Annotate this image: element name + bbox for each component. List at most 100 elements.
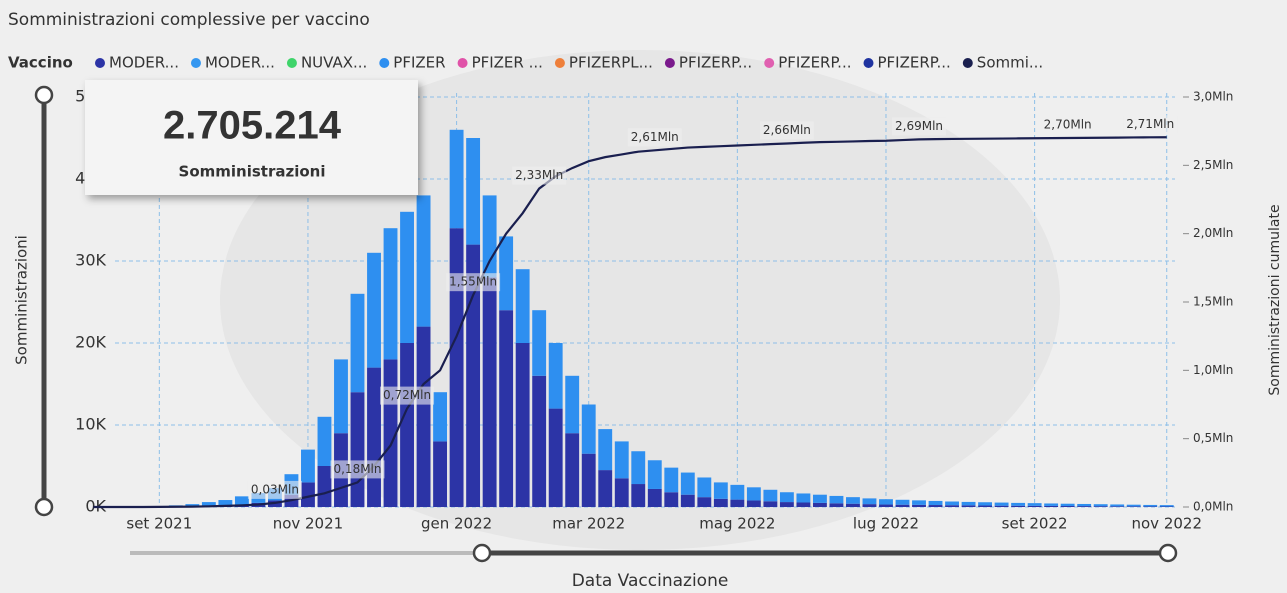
bar — [400, 211, 414, 343]
bar — [812, 494, 827, 503]
legend: MODER... MODER... NUVAX... PFIZER PFIZER ...… — [95, 54, 1043, 72]
bar — [565, 433, 580, 507]
bar — [961, 501, 976, 506]
line — [93, 136, 1167, 509]
horizontal-slider[interactable] — [130, 543, 1178, 563]
y2-axis-label: Somministrazioni cumulate — [1267, 204, 1283, 395]
bar — [598, 429, 613, 471]
legend-label: NUVAX... — [301, 54, 367, 72]
bar — [581, 404, 596, 454]
bar — [912, 500, 926, 505]
bar — [846, 497, 860, 504]
x-tick-label: gen 2022 — [421, 515, 492, 533]
y2-tick-label: 2,0Mln — [1193, 226, 1233, 240]
bar — [895, 504, 910, 507]
slider-handle[interactable] — [472, 543, 492, 563]
bar — [1027, 505, 1042, 507]
x-tick-label: mag 2022 — [699, 515, 775, 533]
bar — [846, 503, 860, 507]
y2-tick-label: 0,0Mln — [1193, 500, 1233, 514]
bar — [499, 236, 514, 311]
bar — [945, 501, 959, 506]
y-tick-label: 10K — [75, 415, 106, 434]
legend-marker — [286, 58, 297, 68]
kpi-value: 2.705.214 — [163, 104, 342, 148]
legend-label: PFIZER ... — [472, 54, 543, 72]
legend-marker — [863, 58, 874, 68]
bar — [317, 466, 332, 507]
bar — [350, 293, 365, 393]
bar — [895, 499, 910, 505]
bar — [862, 504, 877, 507]
bar — [1060, 503, 1075, 507]
bar — [945, 505, 959, 507]
bar — [746, 487, 761, 501]
x-tick-label: set 2021 — [126, 515, 192, 533]
bar — [449, 129, 464, 229]
kpi-card: 2.705.214 Somministrazioni — [85, 80, 418, 195]
y-tick-label: 20K — [75, 333, 106, 352]
bar — [1110, 506, 1125, 507]
bar — [433, 441, 448, 507]
bar — [614, 441, 629, 479]
kpi-box — [85, 80, 418, 195]
legend-label: MODER... — [205, 54, 275, 72]
bar — [994, 502, 1009, 506]
bar — [1011, 502, 1026, 506]
data-label-background — [1123, 115, 1178, 134]
x-tick-label: nov 2021 — [273, 515, 344, 533]
bar — [631, 451, 646, 485]
legend-marker — [554, 58, 565, 68]
slider-handle[interactable] — [34, 85, 54, 105]
bar — [466, 244, 481, 507]
bar — [779, 502, 794, 507]
bar — [697, 477, 712, 498]
legend-label: PFIZERP... — [878, 54, 951, 72]
bar — [862, 498, 877, 505]
bar — [548, 408, 563, 507]
slider-handle[interactable] — [1158, 543, 1178, 563]
legend-title: Vaccino — [8, 54, 73, 72]
bar — [334, 359, 348, 434]
bar — [367, 252, 381, 368]
bar — [218, 500, 233, 506]
bar — [234, 496, 249, 505]
bar — [499, 310, 514, 507]
data-label: 0,18Mln — [333, 462, 381, 476]
bar — [482, 195, 497, 278]
vertical-slider[interactable] — [34, 85, 54, 517]
y2-tick-label: 1,5Mln — [1193, 295, 1233, 309]
data-label-background — [892, 117, 947, 136]
bar — [796, 502, 811, 507]
legend-marker — [95, 58, 105, 68]
data-label: 2,69Mln — [895, 119, 943, 133]
slider-handle[interactable] — [34, 497, 54, 517]
bar — [416, 326, 431, 507]
bar — [763, 489, 778, 502]
bar — [779, 492, 794, 503]
bar — [1077, 506, 1092, 507]
bar — [598, 470, 613, 507]
data-label-background — [380, 386, 435, 405]
bar — [532, 310, 547, 376]
data-label: 1,55Mln — [449, 275, 497, 289]
bar — [978, 502, 993, 506]
legend-label: PFIZER — [393, 54, 445, 72]
bar — [1027, 503, 1042, 506]
x-tick-label: set 2022 — [1002, 515, 1068, 533]
data-label: 0,72Mln — [383, 388, 431, 402]
bar — [763, 501, 778, 507]
bar — [994, 505, 1009, 507]
bar — [581, 453, 596, 507]
data-label-background — [1040, 116, 1095, 134]
legend-label: MODER... — [109, 54, 179, 72]
bar — [829, 495, 844, 504]
bar — [449, 228, 464, 507]
legend-marker — [190, 58, 201, 68]
data-label: 2,66Mln — [763, 123, 811, 137]
bar — [812, 502, 827, 507]
legend-label: PFIZERP... — [778, 54, 851, 72]
bar — [730, 499, 745, 507]
bar — [532, 375, 547, 507]
data-label: 2,71Mln — [1126, 117, 1174, 131]
